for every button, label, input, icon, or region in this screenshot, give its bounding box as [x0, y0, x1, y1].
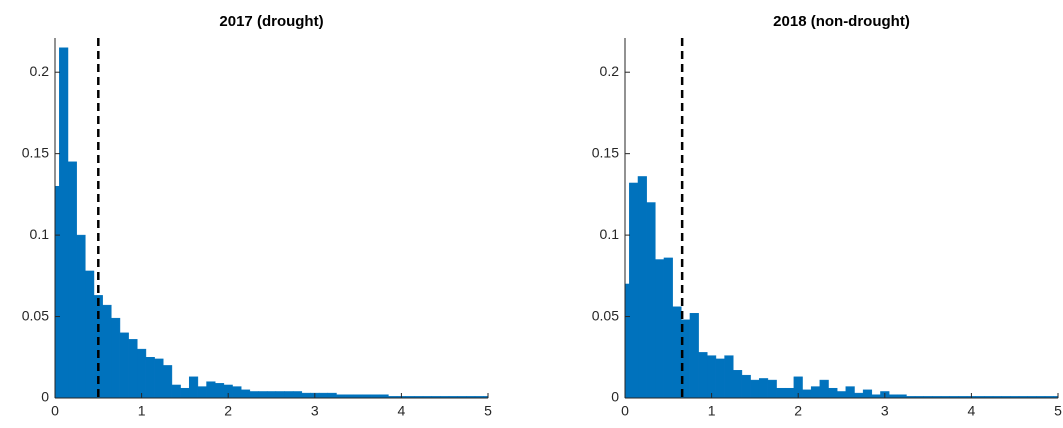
histogram-panel: 2018 (non-drought) 0 0.05 0.1 0.15 0.2 0 1 2 3 4 5 — [592, 13, 1062, 419]
bar — [154, 358, 164, 399]
bar — [67, 161, 77, 399]
bar — [828, 387, 838, 399]
bar — [327, 392, 337, 399]
bar — [845, 386, 855, 399]
x-tick-label: 5 — [484, 403, 492, 419]
bar — [266, 391, 277, 399]
bar — [171, 384, 181, 399]
x-tick-label: 0 — [51, 403, 59, 419]
bar — [59, 47, 69, 399]
bar — [689, 313, 699, 399]
bar — [206, 381, 216, 399]
y-tick-label: 0.2 — [600, 63, 620, 79]
y-tick-label: 0.05 — [592, 307, 619, 323]
bar — [258, 391, 268, 399]
bar — [275, 391, 285, 399]
bar — [137, 348, 147, 399]
bar — [854, 392, 864, 399]
bar — [663, 257, 673, 399]
x-tick-label: 2 — [794, 403, 802, 419]
bar — [214, 383, 225, 399]
y-tick-label: 0.05 — [22, 307, 49, 323]
y-tick-label: 0 — [41, 389, 49, 405]
bar — [784, 387, 795, 399]
bar — [750, 379, 760, 399]
x-tick-label: 2 — [224, 403, 232, 419]
bar — [819, 379, 829, 399]
bar — [180, 387, 190, 399]
x-tick-label: 5 — [1054, 403, 1062, 419]
bar — [862, 389, 873, 399]
x-tick-label: 4 — [968, 403, 976, 419]
bar — [111, 317, 121, 399]
bar — [301, 392, 311, 399]
histogram-panel: 2017 (drought) 0 0.05 0.1 0.15 0.2 0 1 2 3 4 5 — [22, 13, 492, 419]
y-tick-label: 0.15 — [592, 144, 619, 160]
bar — [637, 176, 647, 399]
chart-title: 2017 (drought) — [219, 13, 323, 30]
bar — [629, 182, 639, 399]
bar — [102, 304, 112, 399]
x-tick-label: 4 — [398, 403, 406, 419]
y-tick-label: 0 — [611, 389, 619, 405]
bar — [232, 386, 242, 399]
bar — [715, 358, 725, 399]
bar — [292, 391, 303, 399]
bar — [188, 376, 199, 399]
bar — [240, 389, 251, 399]
y-tick-label: 0.15 — [22, 144, 49, 160]
bar — [646, 202, 656, 399]
chart-title: 2018 (non-drought) — [773, 13, 910, 30]
bar — [85, 270, 95, 399]
bar — [624, 283, 630, 399]
bar — [810, 386, 821, 399]
bar — [836, 391, 847, 399]
bar — [119, 332, 129, 399]
y-tick-label: 0.1 — [600, 226, 620, 242]
y-tick-label: 0.1 — [30, 226, 50, 242]
bar — [318, 392, 329, 399]
bar — [802, 389, 812, 399]
bar — [741, 374, 751, 399]
bar — [672, 306, 682, 399]
bar — [698, 352, 708, 399]
x-tick-label: 1 — [138, 403, 146, 419]
bar — [655, 259, 665, 399]
x-tick-label: 3 — [881, 403, 889, 419]
bar — [758, 378, 769, 399]
x-tick-label: 0 — [621, 403, 629, 419]
bar — [249, 391, 259, 399]
bar — [54, 185, 60, 399]
bar — [163, 365, 173, 399]
bar — [284, 391, 294, 399]
y-tick-label: 0.2 — [30, 63, 50, 79]
bar — [128, 339, 138, 399]
bar — [76, 234, 86, 399]
x-tick-label: 1 — [708, 403, 716, 419]
bar — [707, 355, 717, 399]
bar — [724, 355, 734, 399]
bar — [767, 379, 777, 399]
x-tick-label: 3 — [311, 403, 319, 419]
bar — [776, 387, 786, 399]
bar — [733, 370, 743, 399]
bar — [145, 357, 155, 399]
bar — [197, 386, 207, 399]
